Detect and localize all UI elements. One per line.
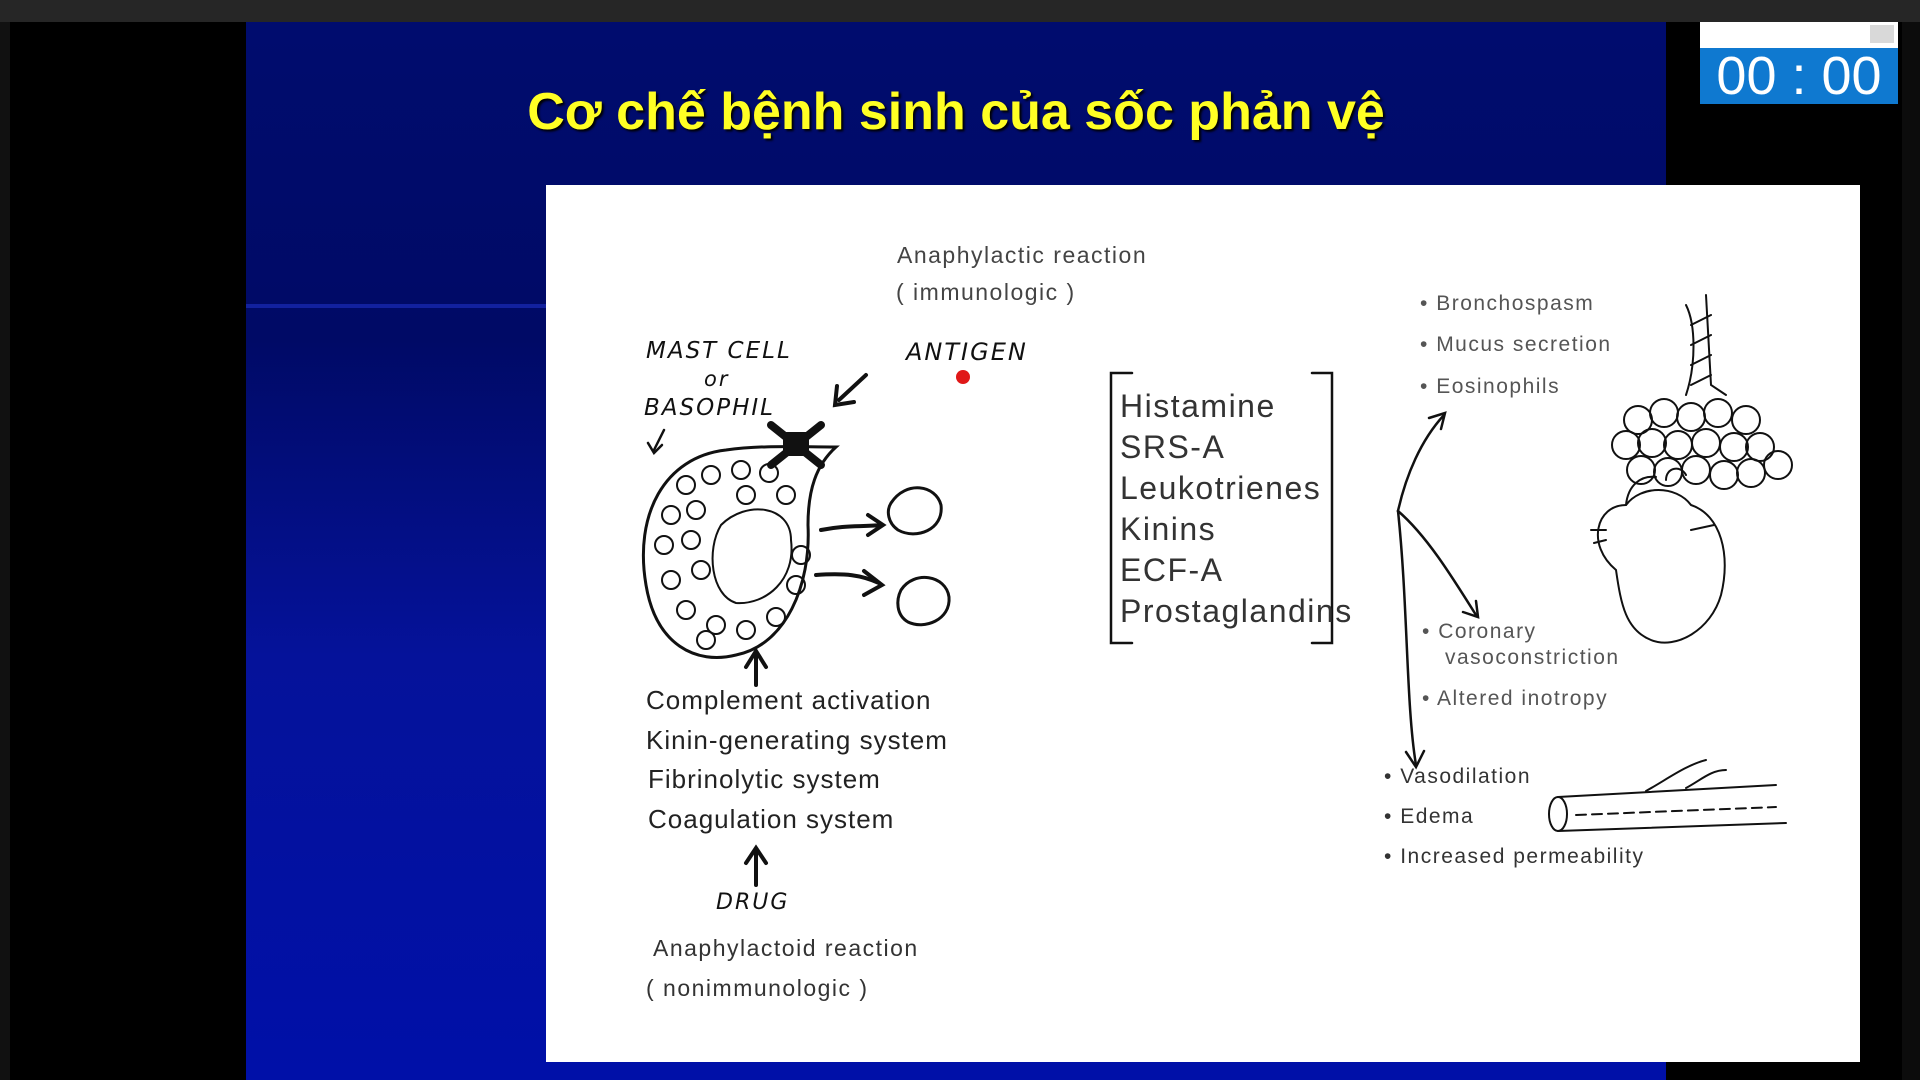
heart-effect-item: Altered inotropy bbox=[1422, 687, 1608, 711]
anaphylactic-label: Anaphylactic reaction bbox=[897, 242, 1148, 268]
mediator-item: Histamine bbox=[1120, 388, 1276, 424]
slide-title: Cơ chế bệnh sinh của sốc phản vệ bbox=[527, 83, 1385, 141]
trigger-item: Complement activation bbox=[646, 685, 932, 715]
presentation-slide: Cơ chế bệnh sinh của sốc phản vệ bbox=[246, 22, 1860, 1080]
mediator-item: Kinins bbox=[1120, 511, 1217, 547]
lung-effect-item: Eosinophils bbox=[1420, 375, 1560, 399]
release-arrow-1 bbox=[819, 523, 883, 532]
right-edge bbox=[1902, 22, 1920, 1080]
anaphylactoid-label: Anaphylactoid reaction bbox=[653, 935, 919, 961]
top-bar bbox=[0, 0, 1920, 22]
mediator-item: Prostaglandins bbox=[1120, 593, 1353, 629]
mediator-item: ECF-A bbox=[1120, 552, 1224, 588]
effect-arrow-lungs bbox=[1396, 413, 1446, 513]
antigen-arrow bbox=[837, 373, 868, 402]
trigger-item: Coagulation system bbox=[648, 804, 895, 834]
left-edge bbox=[0, 22, 10, 1080]
vessel-illustration bbox=[1548, 759, 1787, 832]
mast-cell-shape bbox=[641, 445, 840, 659]
trigger-item: Fibrinolytic system bbox=[648, 764, 881, 794]
cell-granules bbox=[654, 460, 811, 650]
lung-illustration bbox=[1611, 294, 1793, 490]
lung-effect-item: Mucus secretion bbox=[1420, 333, 1612, 357]
antigen-complex bbox=[767, 421, 825, 469]
vessel-effect-item: Increased permeability bbox=[1384, 845, 1644, 869]
heart-illustration bbox=[1590, 467, 1726, 644]
mediator-list: Histamine SRS-A Leukotrienes Kinins ECF-… bbox=[1120, 386, 1353, 632]
cell-nucleus bbox=[711, 508, 793, 605]
timer-widget[interactable]: 00 : 00 bbox=[1700, 22, 1898, 104]
anaphylactoid-sublabel: ( nonimmunologic ) bbox=[646, 975, 869, 1001]
pathophysiology-figure: Anaphylactic reaction ( immunologic ) MA… bbox=[546, 185, 1860, 1062]
drug-label: DRUG bbox=[716, 890, 790, 915]
mediator-item: Leukotrienes bbox=[1120, 470, 1322, 506]
antigen-label: ANTIGEN bbox=[906, 338, 1028, 366]
effect-arrow-vessel bbox=[1396, 509, 1418, 767]
basophil-label: BASOPHIL bbox=[644, 395, 775, 421]
trigger-item: Kinin-generating system bbox=[646, 725, 948, 755]
mast-cell-pointer bbox=[652, 428, 666, 452]
heart-effect-item: vasoconstriction bbox=[1445, 646, 1620, 669]
bracket-right bbox=[1310, 371, 1334, 645]
mast-cell-label: MAST CELL bbox=[646, 338, 792, 364]
degranulating-granule-1 bbox=[886, 486, 943, 536]
lung-effect-item: Bronchospasm bbox=[1420, 292, 1594, 316]
effect-arrow-heart bbox=[1396, 509, 1478, 617]
bracket-left bbox=[1109, 371, 1134, 645]
timer-display: 00 : 00 bbox=[1700, 48, 1898, 104]
figure-drawing bbox=[641, 294, 1793, 887]
mediator-item: SRS-A bbox=[1120, 429, 1226, 465]
heart-effect-item: Coronary bbox=[1422, 620, 1537, 644]
degranulating-granule-2 bbox=[896, 575, 951, 627]
pointer-dot bbox=[956, 370, 970, 384]
vessel-effect-item: Edema bbox=[1384, 805, 1474, 829]
timer-scroll-handle[interactable] bbox=[1870, 25, 1894, 43]
vessel-effect-item: Vasodilation bbox=[1384, 765, 1531, 789]
anaphylactic-sublabel: ( immunologic ) bbox=[896, 279, 1076, 305]
mast-cell-or: or bbox=[704, 367, 730, 391]
